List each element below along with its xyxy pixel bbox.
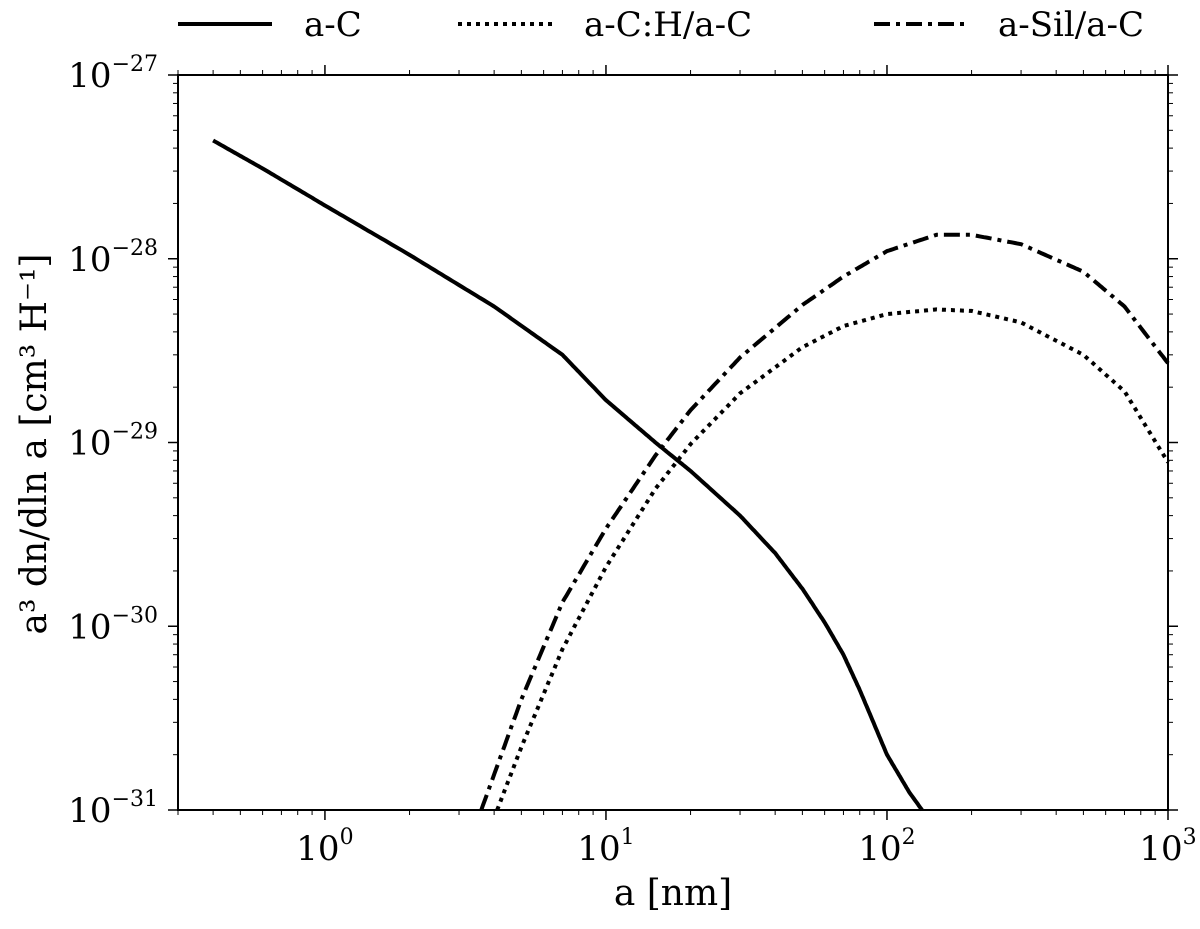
legend-entry-a-sil: a-Sil/a-C bbox=[874, 5, 1144, 45]
x-tick-label-base: 10 bbox=[296, 829, 339, 869]
x-axis-ticks bbox=[177, 65, 1169, 820]
y-axis-label: a³ dn/dln a [cm³ H⁻¹] bbox=[14, 254, 55, 635]
plot-area-frame bbox=[177, 74, 1169, 811]
x-axis-tick-labels: 100 101 102 103 bbox=[296, 825, 1196, 869]
x-axis-label: a [nm] bbox=[614, 873, 732, 914]
x-tick-label: 102 bbox=[858, 825, 915, 869]
y-tick-label: 10−28 bbox=[68, 236, 158, 280]
x-tick-label-exponent: 1 bbox=[621, 825, 635, 850]
x-tick-label-base: 10 bbox=[858, 829, 901, 869]
y-tick-label-exponent: −27 bbox=[112, 52, 158, 77]
x-tick-label-exponent: 0 bbox=[340, 825, 354, 850]
y-tick-label-exponent: −29 bbox=[112, 420, 158, 445]
x-tick-label: 100 bbox=[296, 825, 353, 869]
y-tick-label: 10−31 bbox=[68, 787, 158, 831]
legend-label-a-c-h: a-C:H/a-C bbox=[584, 5, 752, 45]
y-tick-label-base: 10 bbox=[68, 424, 111, 464]
legend-entry-a-c-h: a-C:H/a-C bbox=[458, 5, 752, 45]
y-tick-label: 10−30 bbox=[68, 603, 158, 647]
series-layer bbox=[212, 138, 1170, 812]
x-tick-label-base: 10 bbox=[577, 829, 620, 869]
legend-label-a-sil: a-Sil/a-C bbox=[998, 5, 1144, 45]
y-tick-label-base: 10 bbox=[68, 791, 111, 831]
y-tick-label: 10−29 bbox=[68, 420, 158, 464]
legend: a-C a-C:H/a-C a-Sil/a-C bbox=[178, 5, 1144, 45]
series-line-dashdot bbox=[479, 232, 1170, 811]
legend-entry-a-c: a-C bbox=[178, 5, 362, 45]
x-tick-label: 103 bbox=[1139, 825, 1196, 869]
x-tick-label: 101 bbox=[577, 825, 634, 869]
y-tick-label-exponent: −31 bbox=[112, 787, 158, 812]
series-line-dotted bbox=[495, 307, 1170, 811]
x-tick-label-exponent: 3 bbox=[1183, 825, 1197, 850]
y-tick-label-exponent: −30 bbox=[112, 603, 158, 628]
x-tick-label-exponent: 2 bbox=[902, 825, 916, 850]
y-tick-label-base: 10 bbox=[68, 607, 111, 647]
legend-label-a-c: a-C bbox=[304, 5, 362, 45]
y-tick-label-base: 10 bbox=[68, 56, 111, 96]
series-line-solid bbox=[212, 138, 924, 812]
x-tick-label-base: 10 bbox=[1139, 829, 1182, 869]
y-tick-label: 10−27 bbox=[68, 52, 158, 96]
y-axis-ticks bbox=[168, 74, 1178, 811]
y-tick-label-exponent: −28 bbox=[112, 236, 158, 261]
y-tick-label-base: 10 bbox=[68, 240, 111, 280]
